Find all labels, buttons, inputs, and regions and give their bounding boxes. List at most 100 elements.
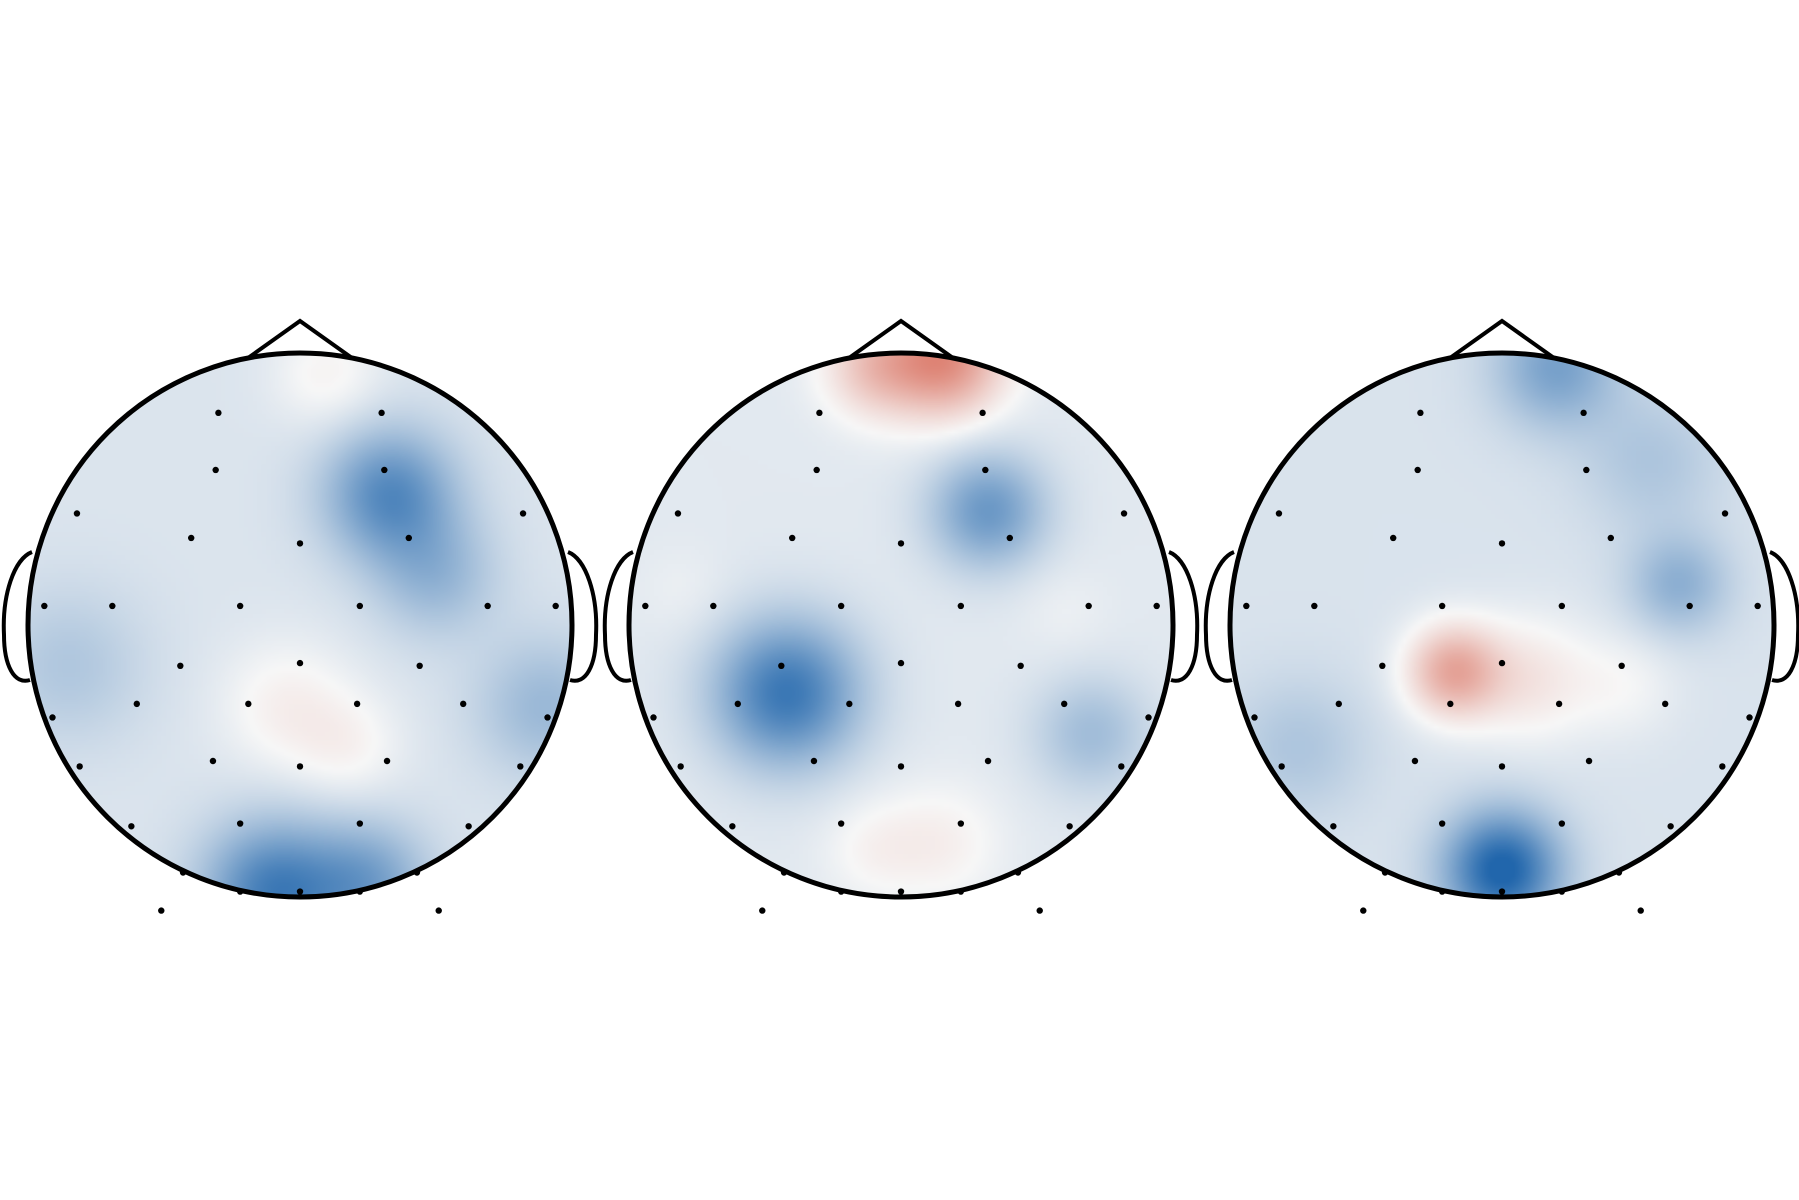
head-outline (1227, 350, 1777, 900)
sensor-marker (1120, 510, 1128, 517)
sensor-marker (1667, 823, 1674, 830)
sensor-marker (1360, 907, 1367, 914)
sensor-marker (1278, 763, 1285, 770)
sensor-marker (710, 602, 717, 610)
sensor-marker (1555, 700, 1563, 708)
sensor-marker (158, 907, 165, 914)
sensor-marker (1417, 409, 1424, 417)
sensor-marker (76, 763, 83, 770)
sensor-marker (1006, 534, 1013, 542)
sensor-marker (460, 700, 467, 708)
sensor-marker (177, 662, 184, 669)
sensor-marker (296, 888, 304, 895)
sensor-marker (1558, 820, 1566, 827)
sensor-marker (1580, 409, 1587, 417)
sensor-marker (1498, 763, 1506, 770)
sensor-marker (674, 510, 682, 517)
sensor-marker (810, 757, 818, 765)
sensor-marker (1721, 510, 1729, 517)
sensor-marker (1390, 534, 1397, 542)
sensor-marker (215, 409, 222, 417)
sensor-marker (1615, 869, 1623, 876)
sensor-marker (1607, 534, 1615, 542)
sensor-marker (837, 888, 845, 895)
sensor-marker (519, 510, 527, 517)
sensor-marker (729, 823, 736, 830)
sensor-marker (1498, 540, 1506, 547)
sensor-marker (383, 757, 391, 765)
sensor-marker (236, 888, 244, 895)
sensor-marker (1411, 757, 1419, 765)
left-ear-outline (1, 550, 33, 683)
sensor-marker (837, 820, 845, 827)
sensor-marker (353, 700, 361, 708)
sensor-marker (1583, 466, 1590, 474)
sensor-marker (1558, 602, 1566, 610)
sensor-marker (897, 540, 905, 547)
sensor-marker (1438, 820, 1446, 827)
sensor-marker (236, 602, 244, 610)
right-ear-outline (1769, 550, 1799, 683)
sensor-marker (759, 907, 766, 914)
sensor-marker (1618, 662, 1625, 669)
sensor-marker (677, 763, 684, 770)
sensor-marker (212, 466, 219, 474)
sensor-marker (133, 700, 140, 708)
sensor-marker (1153, 602, 1160, 610)
sensor-marker (1746, 714, 1753, 721)
sensor-marker (734, 700, 741, 708)
sensor-marker (356, 602, 364, 610)
sensor-marker (465, 823, 472, 830)
sensor-marker (954, 700, 962, 708)
sensor-marker (236, 820, 244, 827)
sensor-marker (1637, 907, 1644, 914)
sensor-marker (413, 869, 421, 876)
sensor-marker (1662, 700, 1669, 708)
sensor-marker (642, 602, 649, 610)
sensor-marker (957, 888, 965, 895)
sensor-marker (897, 763, 905, 770)
nose-outline (1448, 318, 1556, 360)
left-ear-outline (1203, 550, 1235, 683)
head-outline (25, 350, 575, 900)
sensor-marker (1558, 888, 1566, 895)
sensor-marker (435, 907, 442, 914)
topomap-1 (1, 318, 599, 914)
sensor-marker (356, 820, 364, 827)
sensor-marker (1085, 602, 1092, 610)
sensor-marker (1438, 888, 1446, 895)
right-ear-outline (567, 550, 599, 683)
sensor-marker (1498, 659, 1506, 667)
sensor-marker (109, 602, 116, 610)
sensor-marker (1066, 823, 1073, 830)
sensor-marker (1275, 510, 1283, 517)
nose-outline (847, 318, 955, 360)
sensor-marker (484, 602, 491, 610)
sensor-marker (1330, 823, 1337, 830)
sensor-marker (381, 466, 388, 474)
sensor-marker (416, 662, 423, 669)
nose-outline (246, 318, 354, 360)
sensor-marker (1118, 763, 1125, 770)
sensor-marker (778, 662, 785, 669)
sensor-marker (1719, 763, 1726, 770)
sensor-marker (296, 540, 304, 547)
sensor-marker (1061, 700, 1068, 708)
sensor-marker (1438, 602, 1446, 610)
sensor-marker (49, 714, 56, 721)
right-ear-outline (1168, 550, 1200, 683)
sensor-marker (957, 602, 965, 610)
sensor-marker (1447, 700, 1454, 708)
scalp-heatmap (1230, 353, 1774, 897)
sensor-marker (188, 534, 195, 542)
sensor-marker (1243, 602, 1250, 610)
sensor-marker (984, 757, 992, 765)
sensor-marker (982, 466, 989, 474)
sensor-marker (517, 763, 524, 770)
sensor-marker (1414, 466, 1421, 474)
sensor-marker (41, 602, 48, 610)
sensor-marker (780, 869, 788, 876)
sensor-marker (296, 659, 304, 667)
sensor-marker (650, 714, 657, 721)
